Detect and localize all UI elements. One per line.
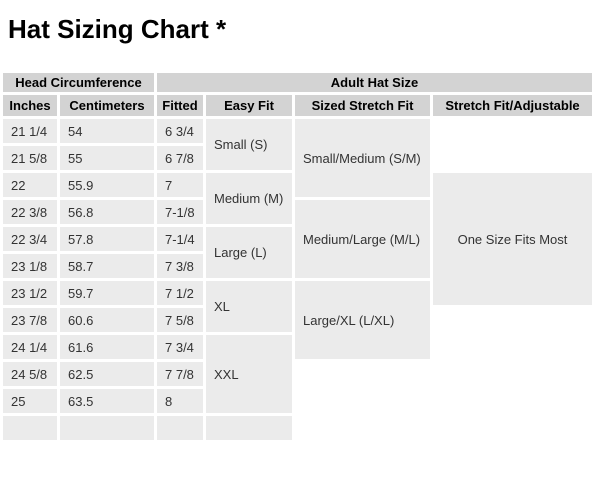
empty-cell <box>157 416 203 440</box>
empty-cell <box>295 362 430 440</box>
table-row: 24 5/8 62.5 7 7/8 <box>3 362 592 440</box>
empty-cell <box>60 416 154 440</box>
cell-inches: 24 5/8 <box>3 362 57 386</box>
empty-cell <box>433 119 592 170</box>
cell-easy-fit-small: Small (S) <box>206 119 292 170</box>
cell-inches: 25 <box>3 389 57 413</box>
empty-cell <box>3 416 57 440</box>
empty-cell <box>206 416 292 440</box>
cell-easy-fit-xl: XL <box>206 281 292 332</box>
cell-centimeters: 63.5 <box>60 389 154 413</box>
cell-inches: 22 3/8 <box>3 200 57 224</box>
hat-sizing-table: Head Circumference Adult Hat Size Inches… <box>0 70 595 443</box>
cell-inches: 23 1/8 <box>3 254 57 278</box>
cell-fitted: 7 7/8 <box>157 362 203 386</box>
header-adult-hat-size: Adult Hat Size <box>157 73 592 92</box>
cell-centimeters: 61.6 <box>60 335 154 359</box>
cell-easy-fit-xxl: XXL <box>206 335 292 413</box>
cell-inches: 22 3/4 <box>3 227 57 251</box>
cell-centimeters: 56.8 <box>60 200 154 224</box>
page-title: Hat Sizing Chart * <box>8 14 227 44</box>
cell-easy-fit-medium: Medium (M) <box>206 173 292 224</box>
cell-inches: 21 1/4 <box>3 119 57 143</box>
cell-centimeters: 55 <box>60 146 154 170</box>
table-row: 21 1/4 54 6 3/4 Small (S) Small/Medium (… <box>3 119 592 197</box>
cell-fitted: 8 <box>157 389 203 413</box>
column-header-stretch-fit-adjustable: Stretch Fit/Adjustable <box>433 95 592 116</box>
cell-fitted: 7 <box>157 173 203 197</box>
header-head-circumference: Head Circumference <box>3 73 154 92</box>
column-header-fitted: Fitted <box>157 95 203 116</box>
cell-fitted: 7 5/8 <box>157 308 203 332</box>
table-row: 25 63.5 8 <box>3 389 592 413</box>
cell-fitted: 7 3/8 <box>157 254 203 278</box>
column-header-easy-fit: Easy Fit <box>206 95 292 116</box>
column-header-inches: Inches <box>3 95 57 116</box>
cell-sized-stretch-medium-large: Medium/Large (M/L) <box>295 200 430 278</box>
table-row: 24 1/4 61.6 7 3/4 XXL <box>3 335 592 413</box>
cell-sized-stretch-large-xl: Large/XL (L/XL) <box>295 281 430 359</box>
table-row <box>3 416 592 440</box>
cell-fitted: 7-1/4 <box>157 227 203 251</box>
cell-fitted: 7 3/4 <box>157 335 203 359</box>
empty-cell <box>433 308 592 440</box>
cell-centimeters: 62.5 <box>60 362 154 386</box>
cell-fitted: 7-1/8 <box>157 200 203 224</box>
cell-inches: 23 7/8 <box>3 308 57 332</box>
cell-one-size-fits-most: One Size Fits Most <box>433 173 592 305</box>
table-row: 22 3/8 56.8 7-1/8 Medium/Large (M/L) <box>3 200 592 278</box>
cell-fitted: 7 1/2 <box>157 281 203 305</box>
cell-fitted: 6 7/8 <box>157 146 203 170</box>
cell-easy-fit-large: Large (L) <box>206 227 292 278</box>
cell-inches: 24 1/4 <box>3 335 57 359</box>
cell-centimeters: 55.9 <box>60 173 154 197</box>
column-header-sized-stretch-fit: Sized Stretch Fit <box>295 95 430 116</box>
cell-inches: 22 <box>3 173 57 197</box>
cell-centimeters: 58.7 <box>60 254 154 278</box>
table-row: 22 3/4 57.8 7-1/4 Large (L) <box>3 227 592 278</box>
table-column-header-row: Inches Centimeters Fitted Easy Fit Sized… <box>3 95 592 116</box>
table-row: 23 1/8 58.7 7 3/8 <box>3 254 592 278</box>
cell-centimeters: 60.6 <box>60 308 154 332</box>
table-row: 21 5/8 55 6 7/8 <box>3 146 592 170</box>
table-group-header-row: Head Circumference Adult Hat Size <box>3 73 592 92</box>
cell-inches: 21 5/8 <box>3 146 57 170</box>
cell-centimeters: 54 <box>60 119 154 143</box>
table-row: 23 7/8 60.6 7 5/8 <box>3 308 592 440</box>
column-header-centimeters: Centimeters <box>60 95 154 116</box>
table-row: 23 1/2 59.7 7 1/2 XL Large/XL (L/XL) <box>3 281 592 359</box>
cell-sized-stretch-small-medium: Small/Medium (S/M) <box>295 119 430 197</box>
table-row: 22 55.9 7 Medium (M) One Size Fits Most <box>3 173 592 305</box>
cell-centimeters: 57.8 <box>60 227 154 251</box>
cell-centimeters: 59.7 <box>60 281 154 305</box>
cell-inches: 23 1/2 <box>3 281 57 305</box>
cell-fitted: 6 3/4 <box>157 119 203 143</box>
